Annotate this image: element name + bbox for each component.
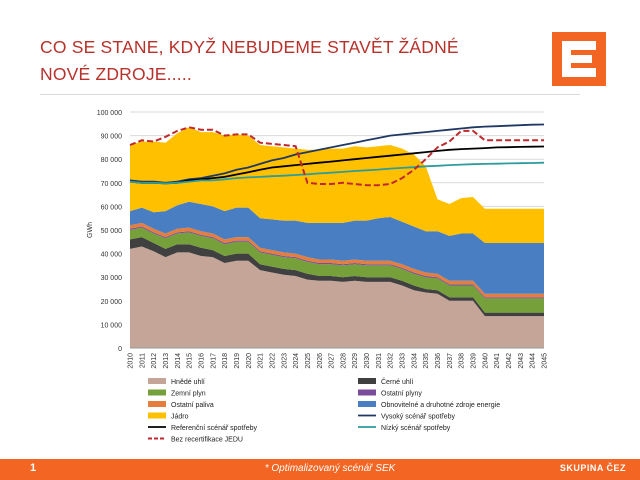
legend-swatch bbox=[358, 389, 376, 396]
area-series bbox=[130, 246, 544, 348]
x-tick-label: 2013 bbox=[163, 353, 170, 369]
y-tick-label: 40 000 bbox=[101, 252, 123, 259]
chart-areas bbox=[130, 127, 544, 348]
area-series bbox=[130, 201, 544, 294]
x-tick-label: 2024 bbox=[293, 353, 300, 369]
x-tick-label: 2032 bbox=[388, 353, 395, 369]
legend-label: Ostatní plyny bbox=[381, 391, 422, 398]
legend-label: Bez recertifikace JEDU bbox=[171, 437, 243, 444]
x-tick-label: 2017 bbox=[210, 353, 217, 369]
x-tick-label: 2042 bbox=[506, 353, 513, 369]
legend-swatch bbox=[358, 401, 376, 407]
line-series bbox=[129, 126, 544, 187]
brand-label: SKUPINA ČEZ bbox=[559, 463, 626, 473]
chart-lines bbox=[129, 123, 545, 187]
x-tick-label: 2018 bbox=[222, 353, 229, 369]
x-tick-label: 2029 bbox=[352, 353, 359, 369]
legend-label: Jádro bbox=[171, 414, 189, 421]
x-tick-label: 2033 bbox=[400, 353, 407, 369]
x-tick-label: 2034 bbox=[411, 353, 418, 369]
x-tick-label: 2012 bbox=[151, 353, 158, 369]
x-tick-label: 2025 bbox=[305, 353, 312, 369]
area-series bbox=[130, 127, 544, 243]
area-series bbox=[130, 222, 544, 298]
x-tick-label: 2036 bbox=[435, 353, 442, 369]
line-series bbox=[129, 123, 545, 184]
y-axis-label: GWh bbox=[87, 222, 94, 238]
x-tick-label: 2045 bbox=[542, 353, 549, 369]
x-tick-label: 2041 bbox=[494, 353, 501, 369]
y-tick-label: 30 000 bbox=[101, 275, 123, 282]
x-tick-label: 2027 bbox=[329, 353, 336, 369]
x-tick-label: 2020 bbox=[246, 353, 253, 369]
x-tick-label: 2043 bbox=[518, 353, 525, 369]
x-tick-label: 2026 bbox=[317, 353, 324, 369]
x-tick-label: 2039 bbox=[471, 353, 478, 369]
legend-swatch bbox=[148, 401, 166, 407]
legend-label: Černé uhlí bbox=[381, 377, 413, 386]
cez-logo-icon bbox=[552, 32, 606, 86]
legend-label: Ostatní paliva bbox=[171, 402, 214, 409]
legend-label: Obnovitelné a druhotné zdroje energie bbox=[381, 402, 500, 409]
x-tick-label: 2035 bbox=[423, 353, 430, 369]
legend-label: Vysoký scénář spotřeby bbox=[381, 414, 456, 421]
x-tick-label: 2038 bbox=[459, 353, 466, 369]
x-tick-label: 2010 bbox=[128, 353, 135, 369]
y-tick-label: 70 000 bbox=[101, 181, 123, 188]
line-series bbox=[129, 161, 545, 185]
chart-axes: 0 10 000 20 000 30 000 40 000 50 000 60 000 70 … bbox=[87, 110, 549, 369]
y-tick-label: 0 bbox=[118, 346, 122, 353]
x-tick-label: 2019 bbox=[234, 353, 241, 369]
y-tick-label: 60 000 bbox=[101, 204, 123, 211]
y-tick-label: 10 000 bbox=[101, 322, 123, 329]
x-tick-label: 2031 bbox=[376, 353, 383, 369]
x-tick-label: 2030 bbox=[364, 353, 371, 369]
legend-label: Nízký scénář spotřeby bbox=[381, 425, 451, 432]
y-tick-label: 80 000 bbox=[101, 157, 123, 164]
y-tick-label: 20 000 bbox=[101, 299, 123, 306]
x-tick-label: 2023 bbox=[281, 353, 288, 369]
y-tick-label: 50 000 bbox=[101, 228, 123, 235]
legend-swatch bbox=[358, 378, 376, 384]
legend-swatch bbox=[148, 412, 166, 419]
footer-bar: 1 * Optimalizovaný scénář SEK SKUPINA ČE… bbox=[0, 459, 640, 480]
legend-label: Hnědé uhlí bbox=[171, 379, 205, 386]
x-tick-label: 2011 bbox=[139, 353, 146, 368]
area-series bbox=[130, 227, 544, 313]
y-tick-label: 100 000 bbox=[97, 110, 122, 117]
legend-label: Referenční scénář spotřeby bbox=[171, 425, 257, 432]
x-tick-label: 2014 bbox=[175, 353, 182, 369]
legend-swatch bbox=[148, 378, 166, 384]
x-tick-label: 2015 bbox=[187, 353, 194, 369]
x-tick-label: 2044 bbox=[530, 353, 537, 369]
title-divider bbox=[40, 94, 580, 95]
chart-legend: Hnědé uhlí Černé uhlí Zemní plyn Ostatní pl… bbox=[148, 377, 500, 444]
x-tick-label: 2022 bbox=[269, 353, 276, 369]
x-tick-label: 2028 bbox=[340, 353, 347, 369]
line-series bbox=[129, 145, 545, 185]
footnote: * Optimalizovaný scénář SEK bbox=[264, 463, 396, 474]
x-tick-label: 2021 bbox=[258, 353, 265, 369]
legend-swatch bbox=[148, 389, 166, 396]
x-tick-label: 2016 bbox=[198, 353, 205, 369]
y-tick-label: 90 000 bbox=[101, 134, 123, 141]
page-number: 1 bbox=[30, 462, 37, 474]
slide-title: CO SE STANE, KDYŽ NEBUDEME STAVĚT ŽÁDNÉ … bbox=[40, 37, 459, 84]
legend-label: Zemní plyn bbox=[171, 391, 206, 398]
x-tick-label: 2037 bbox=[447, 353, 454, 369]
x-tick-label: 2040 bbox=[482, 353, 489, 369]
